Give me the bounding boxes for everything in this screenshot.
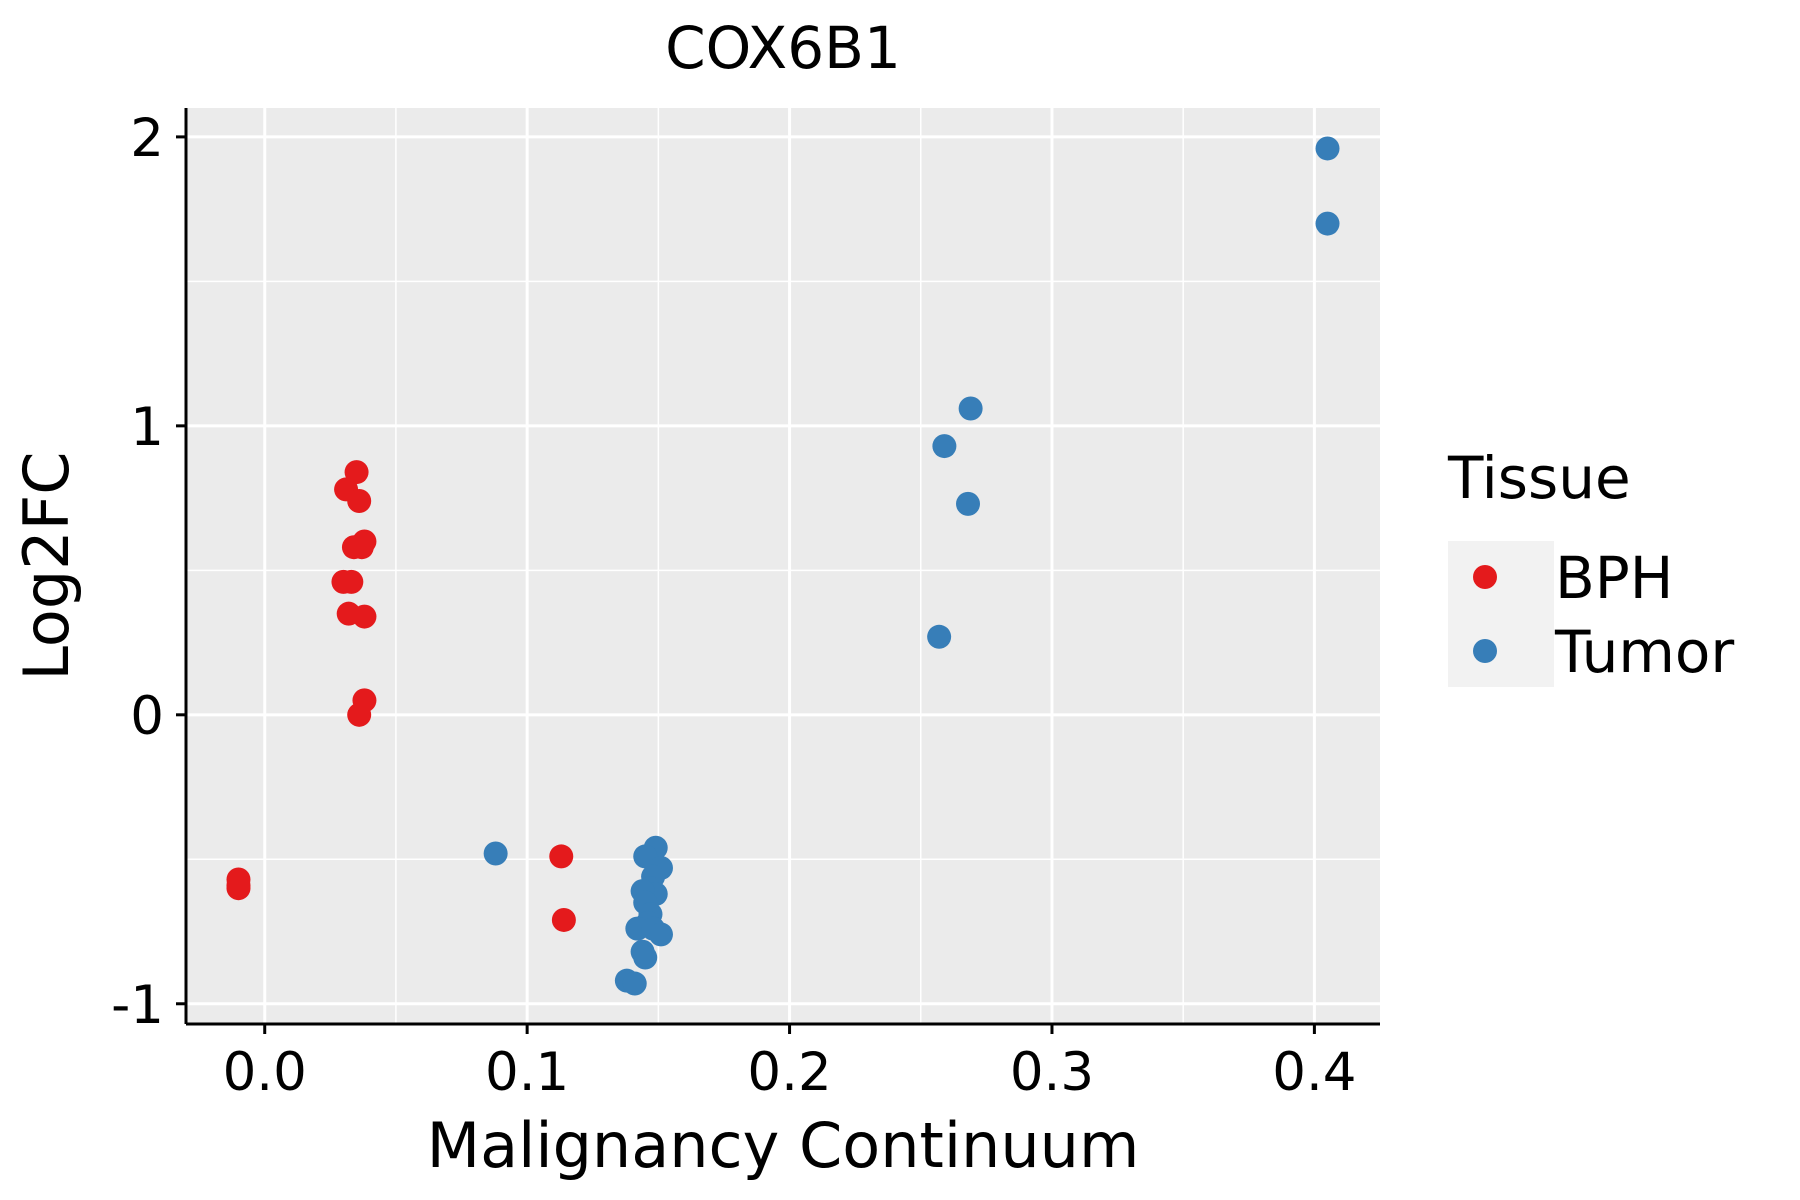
point-bph bbox=[549, 844, 574, 869]
chart-title: COX6B1 bbox=[665, 14, 901, 82]
point-tumor bbox=[932, 434, 957, 459]
point-bph bbox=[226, 876, 251, 901]
point-tumor bbox=[956, 491, 981, 516]
point-tumor bbox=[1315, 211, 1340, 236]
legend-label-tumor: Tumor bbox=[1554, 618, 1734, 686]
point-bph bbox=[551, 907, 576, 932]
point-tumor bbox=[633, 945, 658, 970]
plot-panel bbox=[186, 108, 1380, 1024]
point-tumor bbox=[927, 624, 952, 649]
major-gridlines bbox=[186, 108, 1380, 1024]
y-axis-title: Log2FC bbox=[10, 451, 83, 680]
x-tick-label: 0.1 bbox=[485, 1042, 569, 1103]
x-tick-label: 0.2 bbox=[747, 1042, 831, 1103]
x-axis-title: Malignancy Continuum bbox=[427, 1109, 1140, 1182]
legend-title: Tissue bbox=[1447, 444, 1631, 512]
point-bph bbox=[349, 535, 374, 560]
y-tick-label: -1 bbox=[111, 975, 164, 1036]
legend-key-bph bbox=[1473, 565, 1497, 589]
point-tumor bbox=[1315, 136, 1340, 161]
x-axis-ticks: 0.0 0.1 0.2 0.3 0.4 bbox=[223, 1024, 1357, 1103]
y-tick-label: 1 bbox=[130, 397, 164, 458]
point-bph bbox=[339, 569, 364, 594]
y-tick-label: 0 bbox=[130, 686, 164, 747]
x-tick-label: 0.0 bbox=[223, 1042, 307, 1103]
y-tick-label: 2 bbox=[130, 108, 164, 169]
point-tumor bbox=[622, 971, 647, 996]
point-tumor bbox=[483, 841, 508, 866]
x-tick-label: 0.4 bbox=[1272, 1042, 1356, 1103]
legend-label-bph: BPH bbox=[1555, 544, 1673, 612]
point-bph bbox=[352, 604, 377, 629]
point-tumor bbox=[958, 396, 983, 421]
point-tumor bbox=[648, 922, 673, 947]
point-bph bbox=[347, 702, 372, 727]
point-bph bbox=[347, 488, 372, 513]
x-tick-label: 0.3 bbox=[1010, 1042, 1094, 1103]
legend-key-tumor bbox=[1473, 639, 1497, 663]
point-bph bbox=[344, 460, 369, 485]
data-points bbox=[226, 136, 1340, 996]
legend: Tissue BPH Tumor bbox=[1447, 444, 1734, 687]
minor-gridlines bbox=[186, 108, 1380, 1024]
y-axis-ticks: -1 0 1 2 bbox=[111, 108, 186, 1036]
legend-key-background bbox=[1448, 541, 1554, 687]
